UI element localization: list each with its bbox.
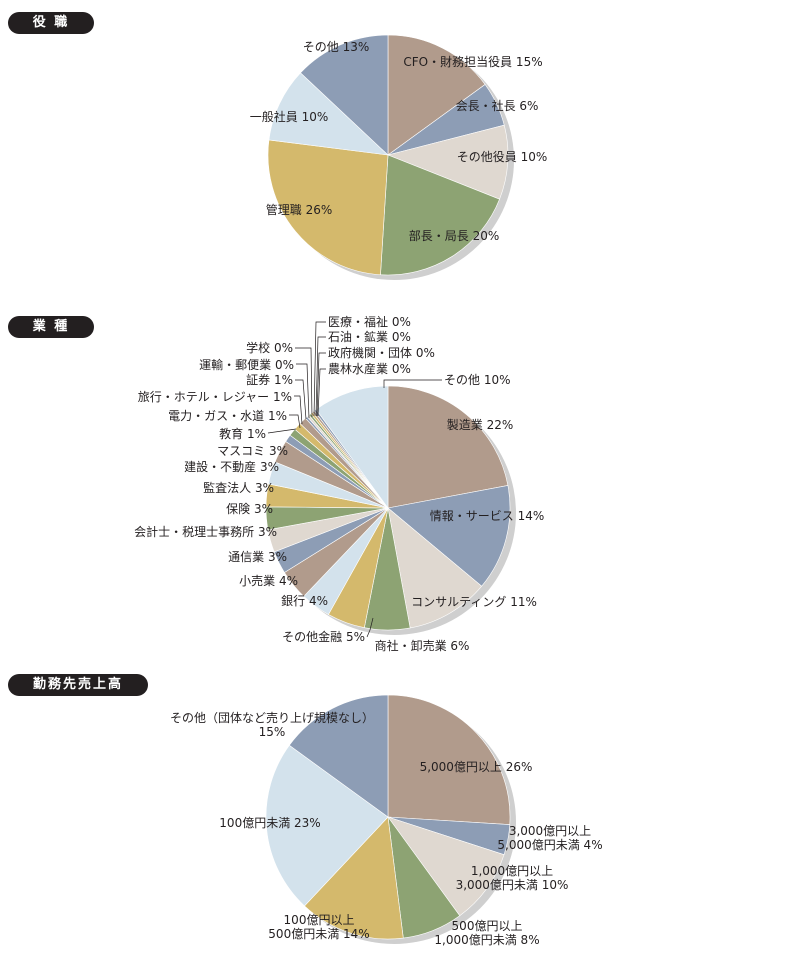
- slice-label: 500億円以上 1,000億円未満 8%: [434, 919, 539, 947]
- pie-slice: [265, 744, 389, 907]
- slice-label: 保険 3%: [226, 502, 273, 516]
- section-title-industry: 業 種: [8, 316, 94, 338]
- pie-slice: [304, 816, 404, 940]
- slice-label: 銀行 4%: [281, 594, 328, 608]
- pie-slice: [387, 34, 486, 156]
- leader-line: [295, 347, 313, 418]
- pie-slice: [300, 34, 389, 156]
- leader-line: [315, 336, 326, 417]
- slice-label: 通信業 3%: [228, 550, 287, 564]
- slice-label: 電力・ガス・水道 1%: [168, 409, 287, 423]
- pie-slice: [387, 385, 509, 509]
- pie-slice: [268, 72, 389, 156]
- leader-line: [294, 395, 303, 425]
- slice-label: 政府機関・団体 0%: [328, 345, 435, 360]
- leader-line: [317, 368, 326, 417]
- pie-slice: [380, 154, 500, 276]
- slice-label: コンサルティング 11%: [411, 595, 537, 609]
- slice-label: 管理職 26%: [266, 202, 333, 217]
- slice-label: CFO・財務担当役員 15%: [403, 54, 542, 69]
- leader-line: [289, 414, 301, 429]
- slice-label: 建設・不動産 3%: [184, 459, 279, 474]
- leader-line: [295, 379, 307, 420]
- slice-label: 石油・鉱業 0%: [328, 329, 411, 344]
- slice-label: 監査法人 3%: [203, 480, 274, 495]
- slice-label: 会計士・税理士事務所 3%: [134, 524, 277, 539]
- slice-label: 医療・福祉 0%: [328, 314, 411, 329]
- slice-label: マスコミ 3%: [217, 444, 288, 458]
- leader-line: [267, 428, 297, 434]
- slice-label: その他 13%: [303, 40, 370, 54]
- slice-label: 5,000億円以上 26%: [420, 760, 533, 774]
- leader-line: [383, 379, 442, 388]
- slice-label: 100億円未満 23%: [219, 816, 320, 830]
- pie-chart-industry: 製造業 22% 情報・サービス 14% コンサルティング 11% 商社・卸売業 6% そ…: [134, 314, 544, 653]
- slice-label: その他金融 5%: [282, 629, 365, 644]
- slice-label: 証券 1%: [246, 372, 293, 387]
- slice-label: 会長・社長 6%: [456, 98, 539, 113]
- slice-label: 学校 0%: [246, 340, 293, 355]
- slice-label: 教育 1%: [219, 426, 266, 441]
- slice-label: 一般社員 10%: [250, 109, 329, 124]
- leader-line: [313, 321, 326, 417]
- pie-slice: [387, 485, 511, 587]
- pie-chart-revenue: 5,000億円以上 26% 3,000億円以上 5,000億円未満 4% 1,000億…: [170, 694, 603, 947]
- slice-label: 1,000億円以上 3,000億円未満 10%: [456, 864, 569, 892]
- leader-line: [316, 352, 326, 417]
- pie-slice: [387, 124, 509, 200]
- pie-slice: [288, 694, 389, 818]
- pie-slice: [387, 816, 505, 917]
- pie-slice: [387, 507, 483, 629]
- slice-label: 100億円以上 500億円未満 14%: [268, 913, 369, 941]
- slice-label: 運輸・郵便業 0%: [199, 357, 294, 372]
- leader-line: [296, 363, 310, 419]
- slice-label: 農林水産業 0%: [328, 361, 411, 376]
- pie-slice: [387, 694, 511, 825]
- slice-label: 製造業 22%: [447, 418, 514, 432]
- slice-label: 小売業 4%: [239, 573, 298, 588]
- pie-slice: [267, 139, 389, 276]
- leader-line: [366, 617, 374, 638]
- section-title-position: 役 職: [8, 12, 94, 34]
- slice-label: 商社・卸売業 6%: [375, 638, 470, 653]
- section-title-revenue: 勤務先売上高: [8, 674, 148, 696]
- slice-label: その他役員 10%: [457, 149, 548, 164]
- slice-label: 情報・サービス 14%: [430, 509, 545, 523]
- slice-label: 部長・局長 20%: [409, 228, 500, 243]
- slice-label: その他（団体など売り上げ規模なし） 15%: [170, 710, 374, 739]
- slice-label: その他 10%: [444, 373, 511, 387]
- slice-label: 旅行・ホテル・レジャー 1%: [138, 390, 292, 404]
- slice-label: 3,000億円以上 5,000億円未満 4%: [497, 824, 602, 852]
- pie-chart-position: CFO・財務担当役員 15% 会長・社長 6% その他役員 10% 部長・局長 20%…: [250, 34, 548, 280]
